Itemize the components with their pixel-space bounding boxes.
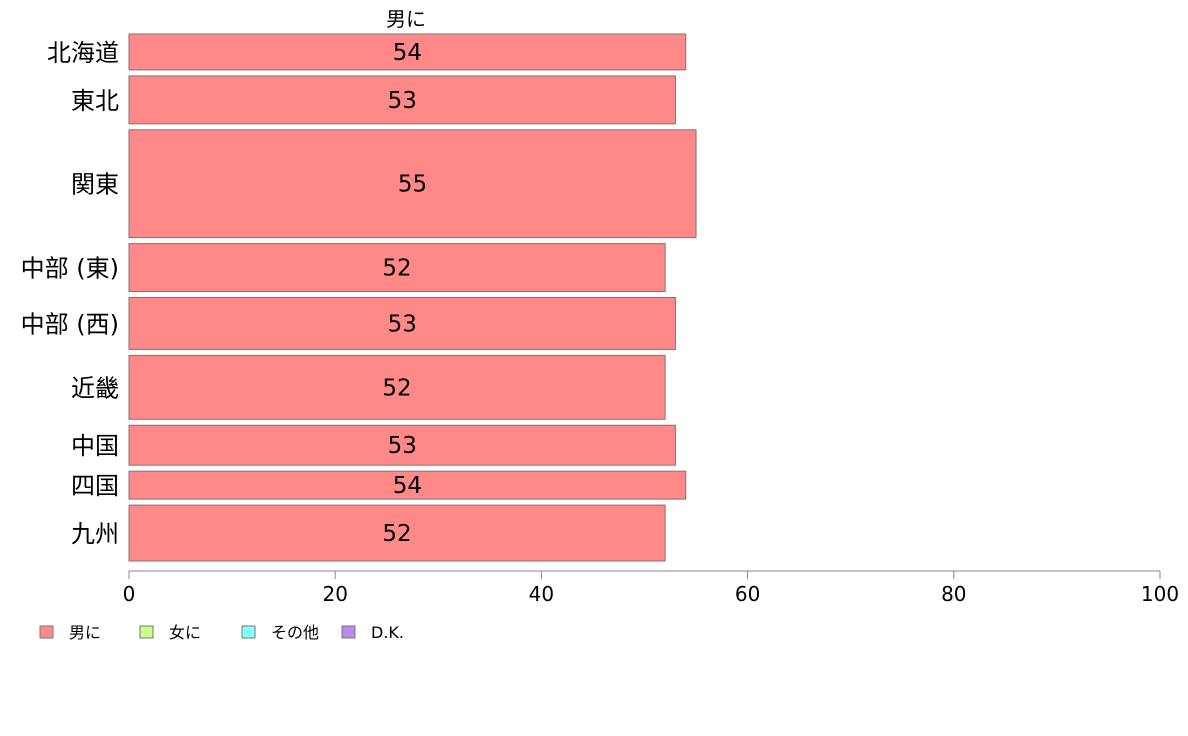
legend-label-2: 女に (169, 623, 201, 642)
bar-7 (128, 424, 676, 466)
category-label-3: 関東 (71, 171, 119, 199)
x-tick-label-40: 40 (529, 582, 554, 606)
category-label-1: 北海道 (47, 39, 119, 67)
category-label-2: 東北 (71, 87, 119, 115)
bar-5 (128, 297, 676, 350)
category-label-8: 四国 (71, 472, 119, 500)
category-label-6: 近畿 (71, 374, 119, 402)
category-label-9: 九州 (71, 520, 119, 548)
value-label-6: 52 (382, 375, 411, 401)
bar-2 (128, 75, 676, 125)
x-tick-label-80: 80 (941, 582, 966, 606)
bar-3 (128, 129, 697, 239)
value-label-8: 54 (393, 473, 422, 499)
bar-8 (128, 470, 687, 500)
legend: 男に 女に その他 D.K. (39, 623, 404, 642)
legend-swatch-1 (39, 625, 54, 639)
bars-group (128, 33, 697, 562)
x-tick-label-0: 0 (123, 582, 136, 606)
x-tick-label-60: 60 (735, 582, 760, 606)
value-label-4: 52 (382, 256, 411, 282)
bar-9 (128, 504, 666, 562)
legend-swatch-4 (341, 625, 356, 639)
x-tick-label-100: 100 (1141, 582, 1179, 606)
legend-label-4: D.K. (371, 623, 404, 642)
legend-swatch-3 (241, 625, 256, 639)
category-label-4: 中部 (東) (21, 255, 119, 283)
value-label-2: 53 (388, 88, 417, 114)
x-tick-label-20: 20 (322, 582, 347, 606)
value-label-9: 52 (382, 521, 411, 547)
category-label-7: 中国 (71, 432, 119, 460)
value-label-5: 53 (388, 311, 417, 337)
category-label-5: 中部 (西) (21, 310, 119, 338)
legend-swatch-2 (139, 625, 154, 639)
bar-6 (128, 354, 666, 420)
value-label-1: 54 (393, 40, 422, 66)
legend-label-1: 男に (69, 623, 101, 642)
value-label-3: 55 (398, 172, 427, 198)
value-label-7: 53 (388, 433, 417, 459)
x-axis: 0 20 40 60 80 100 (123, 570, 1179, 606)
legend-label-3: その他 (271, 623, 319, 642)
series-title: 男に (386, 7, 426, 31)
bar-4 (128, 243, 666, 293)
value-labels: 54 53 55 52 53 52 53 54 52 (382, 40, 427, 547)
bar-1 (128, 33, 687, 71)
